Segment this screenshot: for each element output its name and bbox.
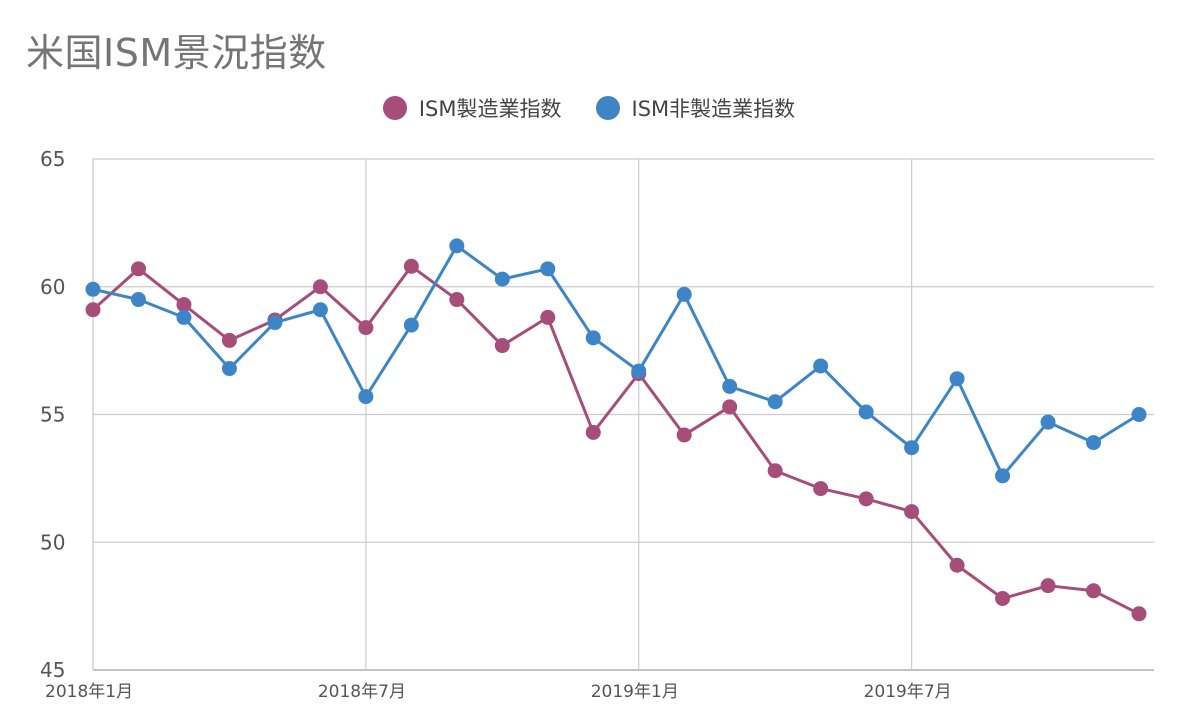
data-point-series-1	[858, 491, 874, 507]
data-point-series-1	[221, 332, 237, 348]
data-point-series-1	[494, 338, 510, 354]
data-point-series-1	[312, 279, 328, 295]
legend-swatch-icon	[595, 96, 620, 120]
data-point-series-2	[312, 302, 328, 318]
x-tick-label: 2018年7月	[318, 682, 406, 702]
data-point-series-1	[722, 399, 738, 415]
data-point-series-1	[813, 481, 829, 497]
data-point-series-2	[176, 309, 192, 325]
y-tick-label: 65	[40, 147, 65, 171]
data-point-series-1	[767, 463, 783, 479]
data-point-series-2	[130, 292, 146, 308]
data-point-series-1	[676, 427, 692, 443]
data-point-series-1	[449, 292, 465, 308]
data-point-series-2	[722, 378, 738, 394]
x-tick-label: 2018年1月	[45, 682, 133, 702]
data-point-series-1	[403, 258, 419, 274]
data-point-series-2	[1040, 414, 1056, 430]
data-point-series-1	[1086, 583, 1102, 599]
data-point-series-1	[1131, 606, 1147, 622]
data-point-series-1	[585, 424, 601, 440]
data-point-series-1	[130, 261, 146, 277]
data-point-series-2	[676, 286, 692, 302]
data-point-series-1	[904, 504, 920, 520]
data-point-series-1	[358, 320, 374, 336]
legend: ISM製造業指数 ISM非製造業指数	[0, 90, 1178, 126]
data-point-series-1	[1040, 578, 1056, 594]
legend-item-1: ISM製造業指数	[382, 93, 562, 123]
data-point-series-2	[767, 394, 783, 410]
data-point-series-2	[267, 315, 283, 331]
data-point-series-2	[358, 389, 374, 405]
data-point-series-1	[995, 590, 1011, 606]
series-line-1	[91, 264, 1140, 616]
data-point-series-2	[995, 468, 1011, 484]
legend-label: ISM非製造業指数	[631, 97, 796, 121]
x-tick-label: 2019年7月	[864, 682, 952, 702]
data-point-series-2	[858, 404, 874, 420]
x-tick-label: 2019年1月	[591, 682, 679, 702]
data-point-series-2	[449, 238, 465, 254]
data-point-series-2	[221, 361, 237, 377]
legend-item-2: ISM非製造業指数	[595, 93, 796, 123]
data-point-series-1	[540, 309, 556, 325]
data-point-series-2	[494, 271, 510, 287]
data-point-series-1	[949, 557, 965, 573]
y-tick-label: 60	[40, 275, 65, 299]
data-point-series-1	[85, 302, 101, 318]
chart-title: 米国ISM景況指数	[26, 31, 327, 75]
data-point-series-2	[585, 330, 601, 346]
y-tick-label: 55	[40, 403, 65, 427]
data-point-series-2	[1131, 407, 1147, 422]
data-point-series-2	[813, 358, 829, 374]
data-point-series-2	[403, 317, 419, 333]
data-point-series-2	[1086, 435, 1102, 451]
y-tick-label: 45	[40, 658, 65, 682]
legend-label: ISM製造業指数	[418, 97, 562, 121]
data-point-series-2	[85, 281, 101, 297]
data-point-series-2	[631, 363, 647, 379]
data-point-series-2	[904, 440, 920, 456]
data-point-series-1	[176, 297, 192, 313]
data-point-series-2	[540, 261, 556, 277]
data-point-series-2	[949, 371, 965, 387]
legend-swatch-icon	[382, 96, 407, 120]
y-tick-label: 50	[40, 530, 65, 554]
series-line-2	[92, 244, 1140, 478]
